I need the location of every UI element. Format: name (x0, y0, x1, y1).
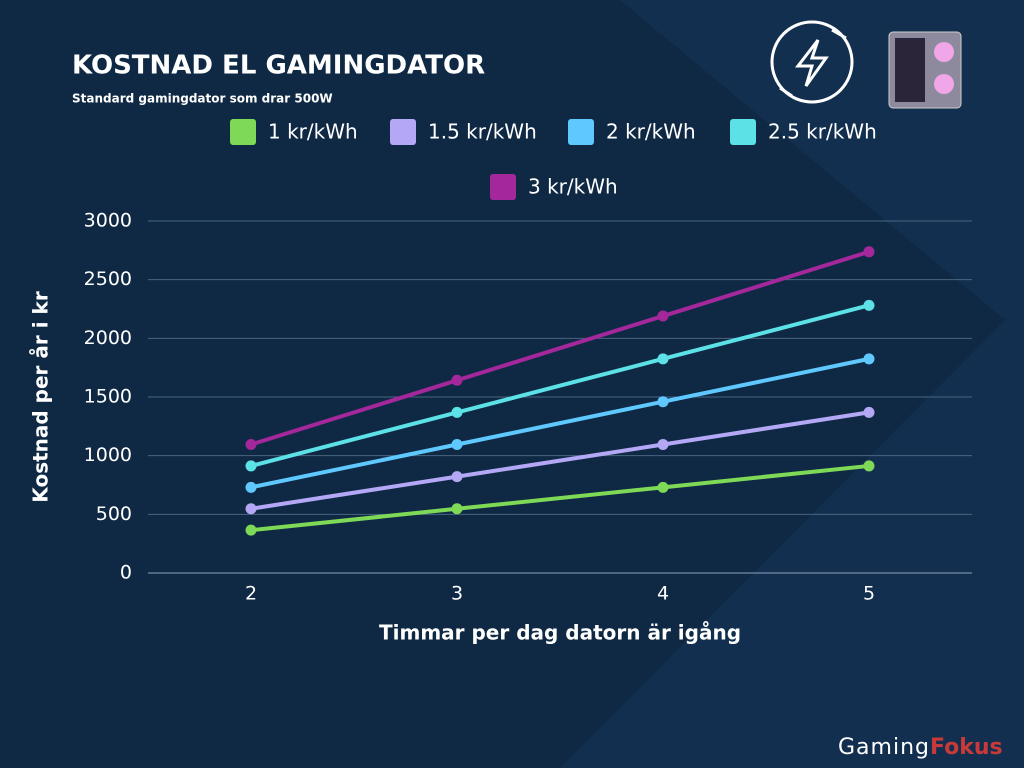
data-point (657, 310, 669, 322)
data-point (863, 246, 875, 258)
data-point (245, 481, 257, 493)
y-tick-label: 500 (96, 503, 132, 525)
y-tick-label: 0 (120, 562, 132, 584)
data-point (451, 471, 463, 483)
data-point (245, 524, 257, 536)
y-tick-label: 2000 (84, 327, 132, 349)
legend-label: 1 kr/kWh (268, 120, 358, 144)
x-tick-label: 3 (451, 583, 463, 605)
legend-label: 2.5 kr/kWh (768, 120, 877, 144)
data-point (451, 439, 463, 451)
chart-title: KOSTNAD EL GAMINGDATOR (72, 51, 485, 81)
power-icon (770, 20, 854, 104)
data-point (245, 503, 257, 515)
y-tick-label: 2500 (84, 268, 132, 290)
data-point (863, 406, 875, 418)
y-tick-label: 3000 (84, 210, 132, 232)
data-point (451, 374, 463, 386)
brand-second: Fokus (930, 735, 1003, 760)
y-tick-label: 1000 (84, 444, 132, 466)
y-tick-label: 1500 (84, 386, 132, 408)
x-tick-label: 2 (245, 583, 257, 605)
legend-swatch (230, 119, 256, 145)
legend-label: 2 kr/kWh (606, 120, 696, 144)
legend-label: 1.5 kr/kWh (428, 120, 537, 144)
data-point (451, 503, 463, 515)
legend-swatch (730, 119, 756, 145)
brand-first: Gaming (838, 735, 930, 760)
data-point (863, 353, 875, 365)
data-point (657, 439, 669, 451)
series-line (250, 303, 870, 468)
chart-subtitle: Standard gamingdator som drar 500W (72, 92, 333, 106)
data-point (245, 439, 257, 451)
series-line (250, 410, 870, 511)
data-point (451, 406, 463, 418)
data-point (245, 460, 257, 472)
data-point (657, 481, 669, 493)
legend-label: 3 kr/kWh (528, 175, 618, 199)
legend-swatch (490, 174, 516, 200)
pc-icon (888, 31, 962, 109)
legend-swatch (568, 119, 594, 145)
series-line (250, 249, 870, 447)
x-axis-label: Timmar per dag datorn är igång (379, 621, 741, 645)
x-tick-label: 4 (657, 583, 669, 605)
data-point (863, 460, 875, 472)
background-shape (560, 0, 1024, 768)
data-point (657, 353, 669, 365)
legend-swatch (390, 119, 416, 145)
y-axis-label: Kostnad per år i kr (29, 291, 53, 503)
data-point (657, 396, 669, 408)
series-line (250, 463, 870, 533)
series-line (250, 356, 870, 490)
x-tick-label: 5 (863, 583, 875, 605)
data-point (863, 299, 875, 311)
